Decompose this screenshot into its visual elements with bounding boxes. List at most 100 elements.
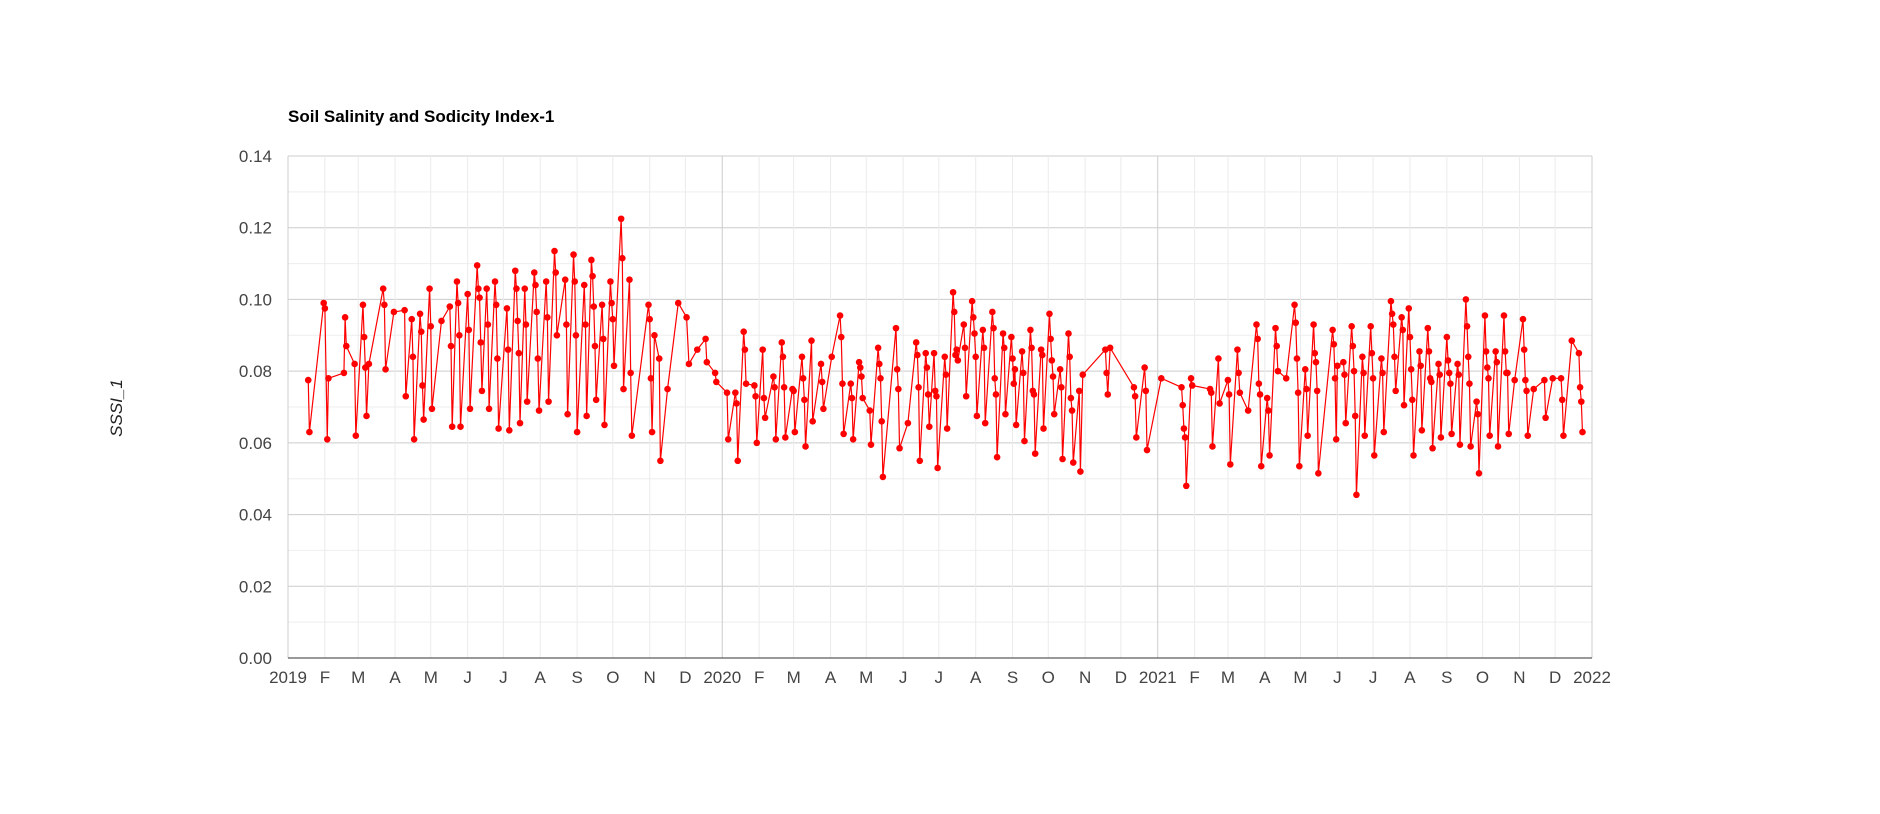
x-tick-label: A <box>1259 668 1271 687</box>
data-point <box>1392 387 1399 395</box>
data-point <box>1350 367 1358 375</box>
data-point <box>771 383 778 391</box>
data-point <box>1456 441 1464 448</box>
data-point <box>1255 380 1263 387</box>
data-point <box>1348 323 1355 330</box>
data-point <box>1576 383 1584 391</box>
data-point <box>801 396 808 404</box>
data-point <box>1236 389 1244 396</box>
data-point <box>802 443 809 450</box>
data-point <box>1067 394 1075 402</box>
data-point <box>742 380 750 387</box>
data-point <box>866 407 874 414</box>
x-tick-label: J <box>935 668 944 687</box>
data-point <box>790 387 797 395</box>
data-point <box>734 457 742 465</box>
data-point <box>751 382 758 389</box>
data-point <box>1410 452 1417 459</box>
data-point <box>1254 335 1261 343</box>
y-tick-label: 0.12 <box>239 219 272 238</box>
data-point <box>859 394 866 402</box>
data-point <box>651 331 658 339</box>
data-point <box>954 357 962 364</box>
data-point <box>532 281 539 289</box>
data-point <box>1485 375 1492 382</box>
data-point <box>1368 349 1376 357</box>
data-point <box>420 416 427 423</box>
y-tick-label: 0.04 <box>239 506 272 525</box>
x-tick-label: D <box>1115 668 1127 687</box>
data-point <box>970 314 977 321</box>
data-point <box>1296 462 1303 470</box>
data-point <box>365 360 373 368</box>
data-point <box>1182 482 1190 490</box>
data-point <box>760 394 768 402</box>
data-point <box>1059 455 1066 463</box>
data-point <box>1188 382 1196 389</box>
data-point <box>1474 410 1482 418</box>
data-point <box>1257 462 1265 470</box>
data-point <box>992 391 1000 398</box>
data-point <box>1304 432 1311 439</box>
data-point <box>847 380 855 387</box>
data-point <box>1266 452 1273 459</box>
data-point <box>1380 428 1388 436</box>
data-point <box>1315 470 1322 477</box>
data-point <box>858 373 865 380</box>
data-point <box>828 353 836 361</box>
data-point <box>1405 305 1413 312</box>
data-point <box>382 366 389 373</box>
data-point <box>591 342 599 350</box>
data-point <box>1462 296 1470 303</box>
data-point <box>960 321 968 328</box>
data-point <box>770 373 777 380</box>
data-point <box>1069 459 1077 466</box>
data-point <box>1388 310 1396 318</box>
data-point <box>1417 362 1424 370</box>
data-point <box>904 419 912 427</box>
data-point <box>856 364 864 371</box>
data-point <box>1530 385 1538 393</box>
x-tick-label: J <box>899 668 908 687</box>
data-point <box>351 360 358 368</box>
data-point <box>818 378 826 386</box>
data-point <box>1353 491 1360 499</box>
data-point <box>761 414 769 422</box>
data-point <box>1360 369 1367 377</box>
data-point <box>980 344 988 352</box>
data-point <box>320 299 327 307</box>
data-point <box>1409 396 1416 404</box>
data-point <box>1187 375 1195 382</box>
data-point <box>836 312 844 319</box>
data-point <box>447 342 455 350</box>
data-point <box>778 339 786 346</box>
data-point <box>607 278 614 285</box>
x-tick-label: S <box>1441 668 1452 687</box>
data-point <box>968 297 976 305</box>
data-point <box>1077 468 1084 475</box>
data-point <box>340 369 348 377</box>
data-point <box>1342 419 1350 427</box>
data-point <box>588 256 595 264</box>
data-point <box>732 389 739 396</box>
data-point <box>1391 353 1398 361</box>
data-point <box>341 314 349 321</box>
x-tick-label: M <box>859 668 873 687</box>
data-point <box>1291 301 1298 309</box>
data-point <box>931 387 939 395</box>
data-point <box>1579 428 1586 436</box>
data-point <box>647 375 655 382</box>
data-point <box>1330 340 1338 348</box>
data-point <box>1244 407 1252 414</box>
data-point <box>610 362 618 370</box>
data-point <box>1075 387 1083 395</box>
data-point <box>545 398 552 405</box>
data-point <box>1500 312 1508 319</box>
data-point <box>1455 371 1463 379</box>
data-point <box>990 324 997 332</box>
x-tick-label: N <box>644 668 656 687</box>
data-point <box>552 269 560 276</box>
data-point <box>1486 432 1493 439</box>
data-point <box>1359 353 1366 361</box>
data-point <box>693 346 701 353</box>
